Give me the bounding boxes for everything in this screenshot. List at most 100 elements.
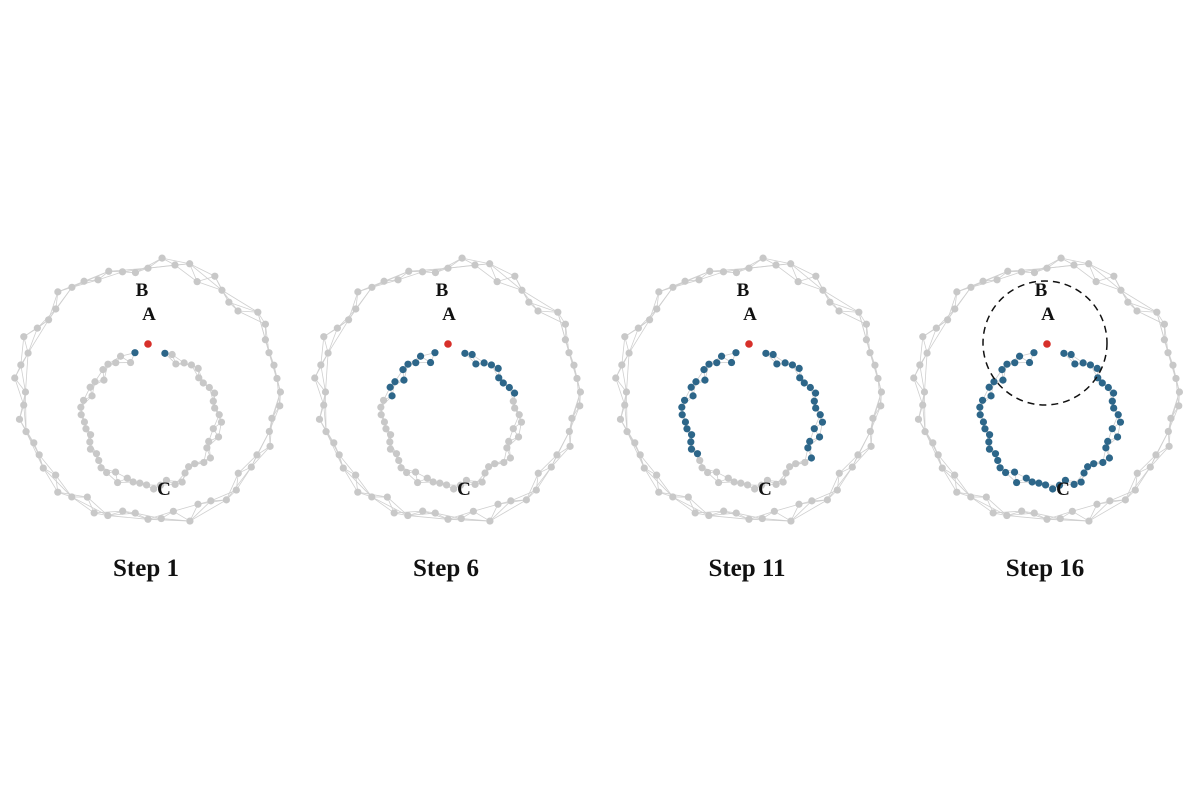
graph-node [124,475,131,482]
graph-node [77,404,84,411]
graph-node [1153,309,1160,316]
graph-node [773,481,780,488]
graph-node [795,501,802,508]
graph-node [265,349,272,356]
graph-node [233,486,240,493]
visited-node [688,446,695,453]
graph-node [432,269,439,276]
visited-node [1013,479,1020,486]
graph-node [195,365,202,372]
graph-node [696,457,703,464]
node-label-b: B [1035,280,1048,301]
graph-node [479,478,486,485]
graph-node [863,321,870,328]
graph-node [618,361,625,368]
visited-node [679,411,686,418]
graph-node [685,493,692,500]
graph-node [787,260,794,267]
start-node [444,340,452,348]
node-label-c: C [157,479,171,500]
visited-node [976,404,983,411]
graph-node [322,388,329,395]
graph-node [953,489,960,496]
graph-node [104,361,111,368]
graph-node [653,305,660,312]
graph-node [577,388,584,395]
graph-node [877,402,884,409]
visited-node [986,384,993,391]
visited-node [683,425,690,432]
graph-node [158,515,165,522]
visited-node [816,433,823,440]
graph-edge [25,353,28,392]
graph-node [381,418,388,425]
graph-node [621,401,628,408]
graph-node [68,493,75,500]
graph-node [377,404,384,411]
graph-node [132,269,139,276]
visited-node [461,350,468,357]
graph-node [1070,261,1077,268]
visited-node [481,359,488,366]
graph-node [835,307,842,314]
graph-node [533,486,540,493]
visited-node [1105,384,1112,391]
graph-edge [173,504,198,511]
graph-node [352,472,359,479]
panel-step-6: B A C Step 6 [311,255,584,582]
graph-node [119,268,126,275]
visited-node [1109,425,1116,432]
graph-node [22,428,29,435]
graph-node [81,418,88,425]
graph-node [1175,402,1182,409]
visited-node [1090,460,1097,467]
visited-node [427,359,434,366]
visited-node [131,349,138,356]
graph-node [25,349,32,356]
graph-node [1003,512,1010,519]
panel-step-11: B A C Step 11 [612,255,885,582]
graph-node [218,419,225,426]
graph-node [330,439,337,446]
graph-node [172,360,179,367]
graph-node [939,464,946,471]
graph-node [921,428,928,435]
graph-edge [26,432,43,468]
graph-node [534,307,541,314]
visited-node [986,431,993,438]
graph-node [200,459,207,466]
visited-node [689,392,696,399]
graph-node [771,508,778,515]
graph-node [795,278,802,285]
visited-node [469,351,476,358]
graph-node [919,333,926,340]
graph-node [494,278,501,285]
graph-edge [774,504,799,511]
graph-node [340,464,347,471]
graph-node [525,299,532,306]
graph-node [855,309,862,316]
visited-node [773,360,780,367]
visited-node [1042,481,1049,488]
graph-node [871,362,878,369]
graph-node [80,397,87,404]
visited-node [1068,351,1075,358]
graph-node [485,463,492,470]
graph-node [143,481,150,488]
graph-node [394,276,401,283]
visited-node [495,365,502,372]
graph-node [635,325,642,332]
graph-node [1043,516,1050,523]
graph-node [188,361,195,368]
graph-node [248,463,255,470]
panel-caption: Step 1 [113,555,179,582]
graph-edge [269,392,280,431]
graph-node [387,446,394,453]
graph-node [87,446,94,453]
graph-node [1176,388,1183,395]
graph-node [808,497,815,504]
visited-node [472,360,479,367]
start-node [144,340,152,348]
visited-node [1016,353,1023,360]
graph-node [566,428,573,435]
